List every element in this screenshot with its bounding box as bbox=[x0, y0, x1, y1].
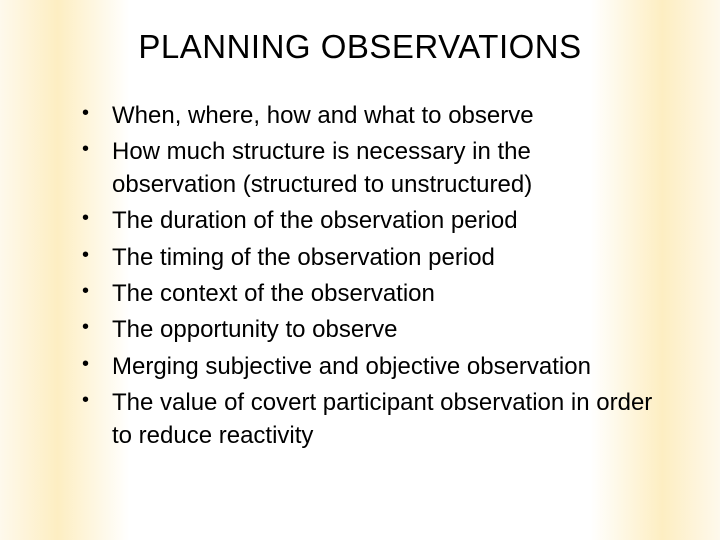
bullet-item: The opportunity to observe bbox=[82, 314, 660, 346]
bullet-item: How much structure is necessary in the o… bbox=[82, 136, 660, 201]
slide-container: PLANNING OBSERVATIONS When, where, how a… bbox=[0, 0, 720, 540]
bullet-item: The timing of the observation period bbox=[82, 242, 660, 274]
bullet-item: The value of covert participant observat… bbox=[82, 387, 660, 452]
bullet-item: The context of the observation bbox=[82, 278, 660, 310]
slide-title: PLANNING OBSERVATIONS bbox=[60, 28, 660, 66]
bullet-item: The duration of the observation period bbox=[82, 205, 660, 237]
bullet-item: Merging subjective and objective observa… bbox=[82, 351, 660, 383]
bullet-item: When, where, how and what to observe bbox=[82, 100, 660, 132]
bullet-list: When, where, how and what to observe How… bbox=[60, 100, 660, 452]
